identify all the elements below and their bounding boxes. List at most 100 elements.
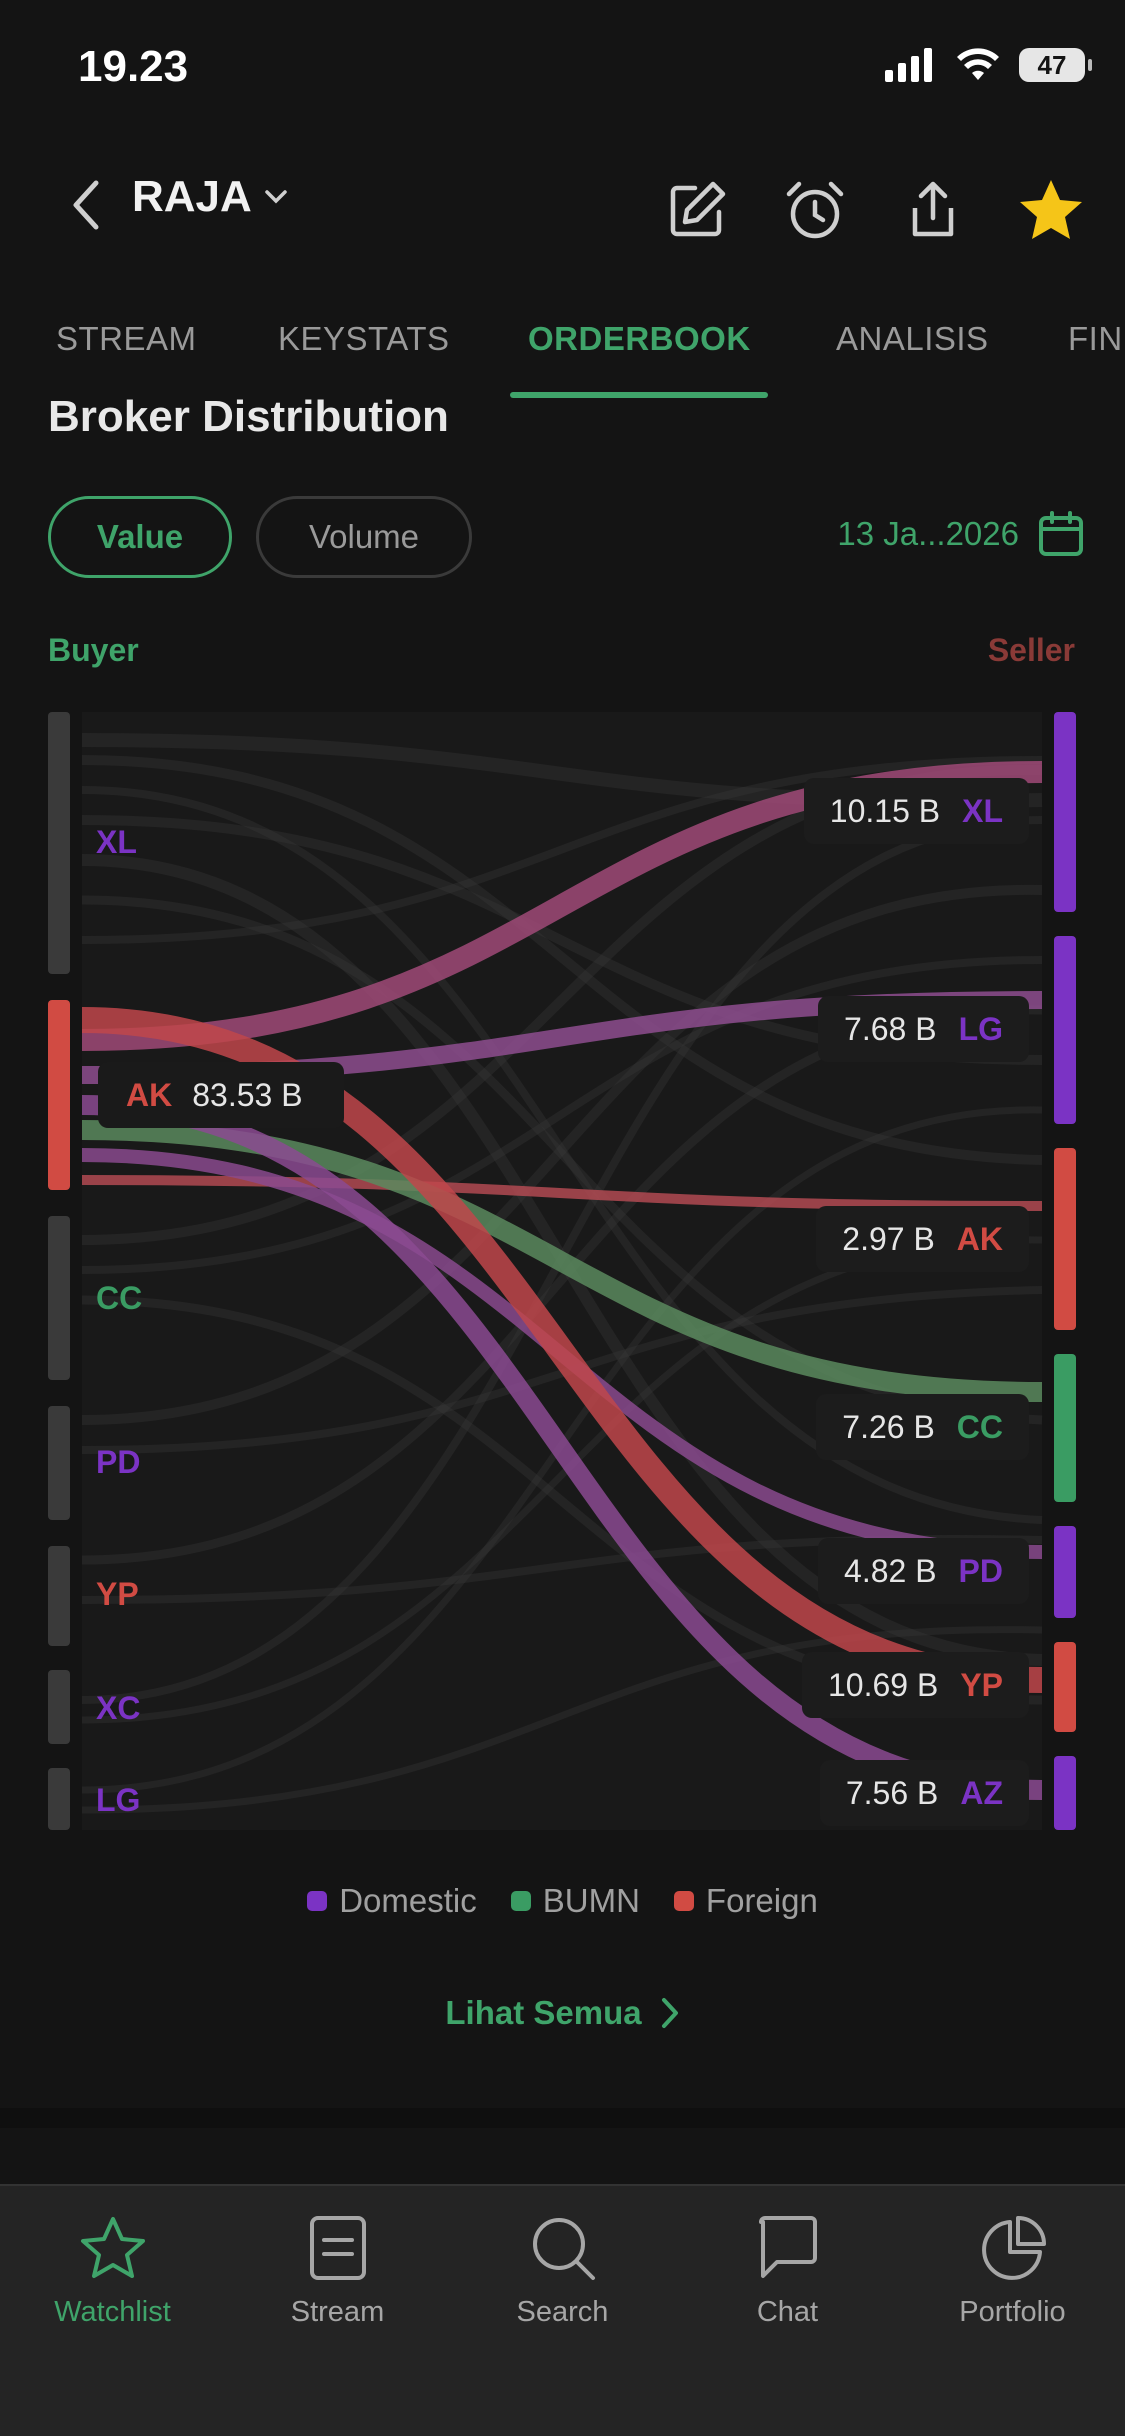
seller-lg-box[interactable]: 7.68 B LG — [818, 996, 1029, 1062]
legend-domestic: Domestic — [307, 1882, 477, 1920]
nav-chat-label: Chat — [756, 2296, 819, 2328]
buyer-bar-ak — [48, 1000, 70, 1190]
date-label: 13 Ja...2026 — [837, 515, 1019, 552]
alarm-clock-icon — [786, 181, 844, 239]
share-button[interactable] — [889, 166, 977, 254]
buyer-label-pd[interactable]: PD — [96, 1444, 141, 1480]
buyer-label-lg[interactable]: LG — [96, 1782, 141, 1818]
chat-icon — [758, 2216, 817, 2278]
seller-bar-az — [1054, 1756, 1076, 1830]
chevron-left-icon — [73, 180, 99, 230]
back-button[interactable] — [56, 170, 116, 240]
section-divider — [0, 2108, 1125, 2128]
buyer-bar-cc — [48, 1216, 70, 1380]
seller-pd-value: 4.82 B — [844, 1552, 937, 1589]
tab-stream[interactable]: STREAM — [56, 320, 197, 357]
seller-xl-value: 10.15 B — [829, 792, 941, 829]
tab-orderbook[interactable]: ORDERBOOK — [528, 320, 751, 357]
seller-pd-box[interactable]: 4.82 B PD — [818, 1538, 1029, 1604]
seller-bar-lg — [1054, 936, 1076, 1124]
ticker-selector[interactable]: RAJA — [132, 172, 288, 222]
buyer-bars — [48, 712, 70, 1830]
header-actions — [653, 166, 1095, 254]
chevron-down-icon — [265, 190, 287, 204]
alarm-button[interactable] — [771, 166, 859, 254]
ticker-label: RAJA — [132, 172, 252, 221]
share-icon — [912, 181, 954, 237]
seller-bar-xl — [1054, 712, 1076, 912]
buyer-ak-value: 83.53 B — [192, 1076, 303, 1113]
calendar-icon — [1039, 511, 1083, 556]
buyer-bar-pd — [48, 1406, 70, 1520]
legend-bumn-label: BUMN — [542, 1882, 640, 1919]
seller-bar-ak — [1054, 1148, 1076, 1330]
buyer-label-xl[interactable]: XL — [96, 824, 137, 860]
tab-analisis[interactable]: ANALISIS — [836, 320, 989, 357]
star-outline-icon — [80, 2217, 145, 2278]
status-time: 19.23 — [78, 42, 189, 91]
nav-chat[interactable]: Chat — [675, 2214, 900, 2329]
seller-ak-box[interactable]: 2.97 B AK — [816, 1206, 1029, 1272]
seller-label-az: AZ — [960, 1774, 1003, 1811]
seller-az-box[interactable]: 7.56 B AZ — [819, 1760, 1029, 1826]
favorite-button[interactable] — [1007, 166, 1095, 254]
buyer-label-yp[interactable]: YP — [96, 1576, 139, 1612]
seller-xl-box[interactable]: 10.15 B XL — [803, 778, 1029, 844]
nav-portfolio[interactable]: Portfolio — [900, 2214, 1125, 2329]
stock-header: RAJA — [0, 160, 1125, 260]
section-title: Broker Distribution — [48, 392, 449, 441]
tab-keystats[interactable]: KEYSTATS — [278, 320, 450, 357]
buyer-bar-lg — [48, 1768, 70, 1830]
nav-search[interactable]: Search — [450, 2214, 675, 2329]
volume-toggle[interactable]: Volume — [256, 496, 472, 578]
seller-yp-box[interactable]: 10.69 B YP — [802, 1652, 1029, 1718]
seller-yp-value: 10.69 B — [828, 1666, 939, 1703]
buyer-label-xc[interactable]: XC — [96, 1690, 141, 1726]
tab-fin[interactable]: FIN — [1068, 320, 1123, 357]
seller-label-cc: CC — [956, 1408, 1003, 1445]
seller-bar-cc — [1054, 1354, 1076, 1502]
seller-bars — [1054, 712, 1076, 1830]
edit-icon — [670, 181, 726, 237]
nav-stream[interactable]: Stream — [225, 2214, 450, 2329]
see-all-link[interactable]: Lihat Semua — [0, 1994, 1125, 2032]
legend-bumn-swatch — [510, 1891, 531, 1911]
buyer-bar-xc — [48, 1670, 70, 1744]
seller-label-lg: LG — [958, 1010, 1003, 1047]
buyer-label: Buyer — [48, 632, 139, 668]
legend-domestic-label: Domestic — [339, 1882, 477, 1919]
buyer-bar-yp — [48, 1546, 70, 1646]
chevron-right-icon — [661, 1998, 678, 2028]
battery-indicator: 47 — [1019, 48, 1092, 82]
seller-az-value: 7.56 B — [845, 1774, 939, 1811]
nav-search-label: Search — [516, 2296, 609, 2328]
buyer-ak-value-box[interactable]: AK 83.53 B — [98, 1062, 344, 1128]
active-tab-indicator — [510, 392, 768, 398]
buyer-bar-xl — [48, 712, 70, 974]
tab-bar: STREAM KEYSTATS ORDERBOOK ANALISIS FIN — [0, 300, 1125, 400]
seller-label-ak: AK — [956, 1220, 1003, 1257]
legend-foreign-label: Foreign — [705, 1882, 818, 1919]
nav-stream-label: Stream — [290, 2296, 385, 2328]
legend-foreign-swatch — [673, 1891, 694, 1911]
edit-button[interactable] — [653, 166, 741, 254]
flow-ak-yp — [81, 1007, 1043, 1693]
buyer-label-cc[interactable]: CC — [96, 1280, 143, 1316]
seller-cc-value: 7.26 B — [842, 1408, 935, 1445]
date-picker[interactable]: 13 Ja...2026 — [837, 510, 1085, 558]
seller-ak-value: 2.97 B — [842, 1220, 935, 1257]
seller-label-pd: PD — [958, 1552, 1003, 1589]
nav-watchlist[interactable]: Watchlist — [0, 2214, 225, 2329]
value-toggle[interactable]: Value — [48, 496, 232, 578]
seller-label: Seller — [987, 632, 1075, 668]
seller-cc-box[interactable]: 7.26 B CC — [816, 1394, 1029, 1460]
seller-label-yp: YP — [960, 1666, 1003, 1703]
seller-label-xl: XL — [962, 792, 1003, 829]
bottom-navigation: Watchlist Stream Search Chat — [0, 2184, 1125, 2436]
legend-domestic-swatch — [307, 1891, 328, 1911]
nav-portfolio-label: Portfolio — [959, 2296, 1066, 2328]
legend-bumn: BUMN — [510, 1882, 640, 1920]
see-all-label: Lihat Semua — [445, 1994, 642, 2031]
document-icon — [309, 2216, 366, 2280]
